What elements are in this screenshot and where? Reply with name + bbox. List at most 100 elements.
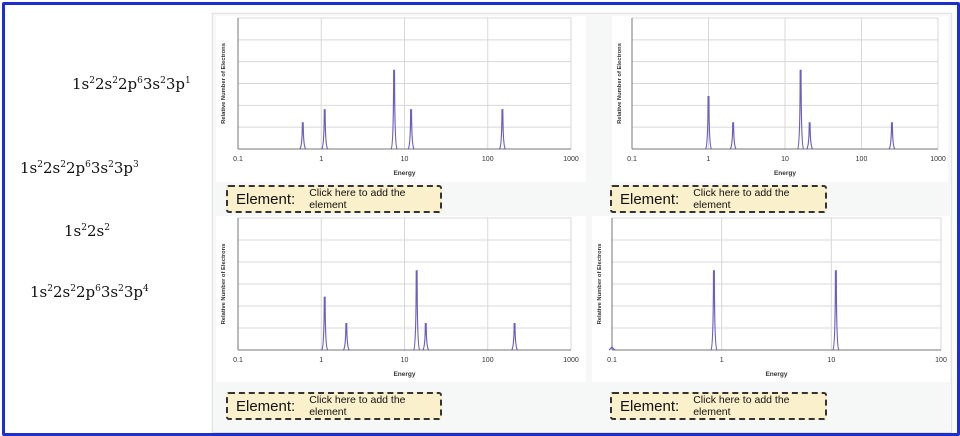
orbital-term: 1s [20, 159, 38, 177]
x-tick-label: 0.1 [607, 357, 617, 364]
y-axis-label: Relative Number of Electrons [221, 43, 227, 124]
orbital-term: 2s [86, 222, 105, 240]
x-axis-label: Energy [393, 170, 415, 177]
orbital-term: 2p [75, 283, 96, 301]
spectrum-peak [511, 323, 519, 351]
chart-panel-4: 0.1 1 10 100 Energy Relative Number of Electr… [592, 216, 950, 382]
y-axis-label: Relative Number of Electrons [221, 244, 227, 325]
x-tick-label: 1000 [930, 156, 946, 163]
spectrum-peak [832, 270, 840, 351]
x-tick-label: 1 [707, 156, 711, 163]
chart-background [216, 216, 586, 382]
chart-panel-3: 0.1 1 10 100 1000 Energy Relative Number of El… [216, 216, 586, 382]
electron-count: 2 [37, 160, 43, 170]
element-input-4[interactable]: Element: Click here to add the element [610, 392, 827, 420]
x-tick-label: 100 [482, 156, 494, 163]
formula-1: 1s22s22p63s23p1 [66, 67, 197, 101]
element-input-2[interactable]: Element: Click here to add the element [610, 185, 827, 213]
element-label: Element: [620, 397, 680, 415]
element-value[interactable]: Click here to add the element [693, 394, 790, 418]
orbital-term: 2p [65, 159, 86, 177]
orbital-term: 3s [100, 283, 119, 301]
element-value[interactable]: Click here to add the element [309, 394, 406, 418]
chart-panel-2: 0.1 1 10 100 1000 Energy Relative Number of El… [612, 16, 948, 182]
orbital-term: 1s [64, 222, 82, 240]
spectrum-peak [390, 69, 398, 150]
spectrum-peak [710, 270, 718, 351]
element-value[interactable]: Click here to add the element [693, 187, 790, 211]
formula-4: 1s22s22p63s23p4 [24, 275, 155, 309]
element-label: Element: [620, 190, 680, 208]
x-tick-label: 1 [319, 156, 323, 163]
spectrum-peak [321, 109, 329, 150]
x-tick-label: 0.1 [233, 156, 243, 163]
electron-count: 2 [118, 284, 124, 294]
element-label: Element: [236, 190, 296, 208]
electron-count: 2 [112, 76, 118, 86]
electron-count: 2 [81, 223, 87, 233]
spectrum-peak [342, 323, 350, 351]
x-tick-label: 10 [781, 156, 789, 163]
chart-background [612, 16, 948, 182]
spectrum-peak [321, 296, 329, 351]
orbital-term: 2s [94, 75, 113, 93]
orbital-term: 3p [165, 75, 185, 93]
element-value[interactable]: Click here to add the element [309, 187, 406, 211]
orbital-term: 3s [142, 75, 161, 93]
x-tick-label: 10 [827, 357, 835, 364]
spectrum-peak [729, 122, 737, 150]
x-tick-label: 1000 [563, 357, 579, 364]
spectrum-peak [888, 122, 896, 150]
electron-count: 2 [60, 160, 66, 170]
spectrum-peak [806, 122, 814, 150]
y-axis-label: Relative Number of Electrons [597, 244, 603, 325]
x-tick-label: 1000 [563, 156, 579, 163]
electron-count: 2 [108, 160, 114, 170]
orbital-term: 2s [52, 283, 71, 301]
x-tick-label: 0.1 [627, 156, 637, 163]
chart-background [592, 216, 950, 382]
formula-3: 1s22s2 [58, 214, 116, 248]
y-axis-label: Relative Number of Electrons [617, 43, 623, 124]
electron-count: 6 [137, 76, 143, 86]
x-tick-label: 100 [935, 357, 947, 364]
spectrum-peak [608, 346, 616, 351]
spectrum-peak [413, 270, 421, 351]
x-axis-label: Energy [393, 371, 415, 378]
x-axis-label: Energy [774, 170, 796, 177]
spectrum-peak [797, 69, 805, 150]
electron-count: 2 [160, 76, 166, 86]
spectrum-peak [498, 109, 506, 150]
orbital-term: 3p [113, 159, 133, 177]
orbital-term: 2s [42, 159, 61, 177]
x-axis-label: Energy [765, 371, 787, 378]
spectrum-peak [407, 109, 415, 150]
spectrum-peak [299, 122, 307, 150]
element-input-1[interactable]: Element: Click here to add the element [226, 185, 442, 213]
chart-background [216, 16, 586, 182]
x-tick-label: 1 [720, 357, 724, 364]
x-tick-label: 10 [401, 156, 409, 163]
electron-count: 1 [185, 76, 191, 86]
formula-2: 1s22s22p63s23p3 [14, 151, 145, 185]
x-tick-label: 100 [856, 156, 868, 163]
electron-count: 6 [85, 160, 91, 170]
chart-svg: 0.1 1 10 100 Energy Relative Number of Electr… [592, 216, 950, 382]
x-tick-label: 100 [482, 357, 494, 364]
chart-svg: 0.1 1 10 100 1000 Energy Relative Number of El… [216, 216, 586, 382]
electron-count: 4 [143, 284, 149, 294]
chart-svg: 0.1 1 10 100 1000 Energy Relative Number of El… [216, 16, 586, 182]
electron-count: 3 [133, 160, 139, 170]
orbital-term: 1s [30, 283, 48, 301]
electron-count: 2 [89, 76, 95, 86]
orbital-term: 1s [72, 75, 90, 93]
spectrum-peak [422, 323, 430, 351]
chart-svg: 0.1 1 10 100 1000 Energy Relative Number of El… [612, 16, 948, 182]
orbital-term: 2p [117, 75, 138, 93]
spectrum-peak [704, 96, 713, 150]
x-tick-label: 1 [319, 357, 323, 364]
electron-count: 6 [95, 284, 101, 294]
element-input-3[interactable]: Element: Click here to add the element [226, 392, 442, 420]
orbital-term: 3p [123, 283, 143, 301]
